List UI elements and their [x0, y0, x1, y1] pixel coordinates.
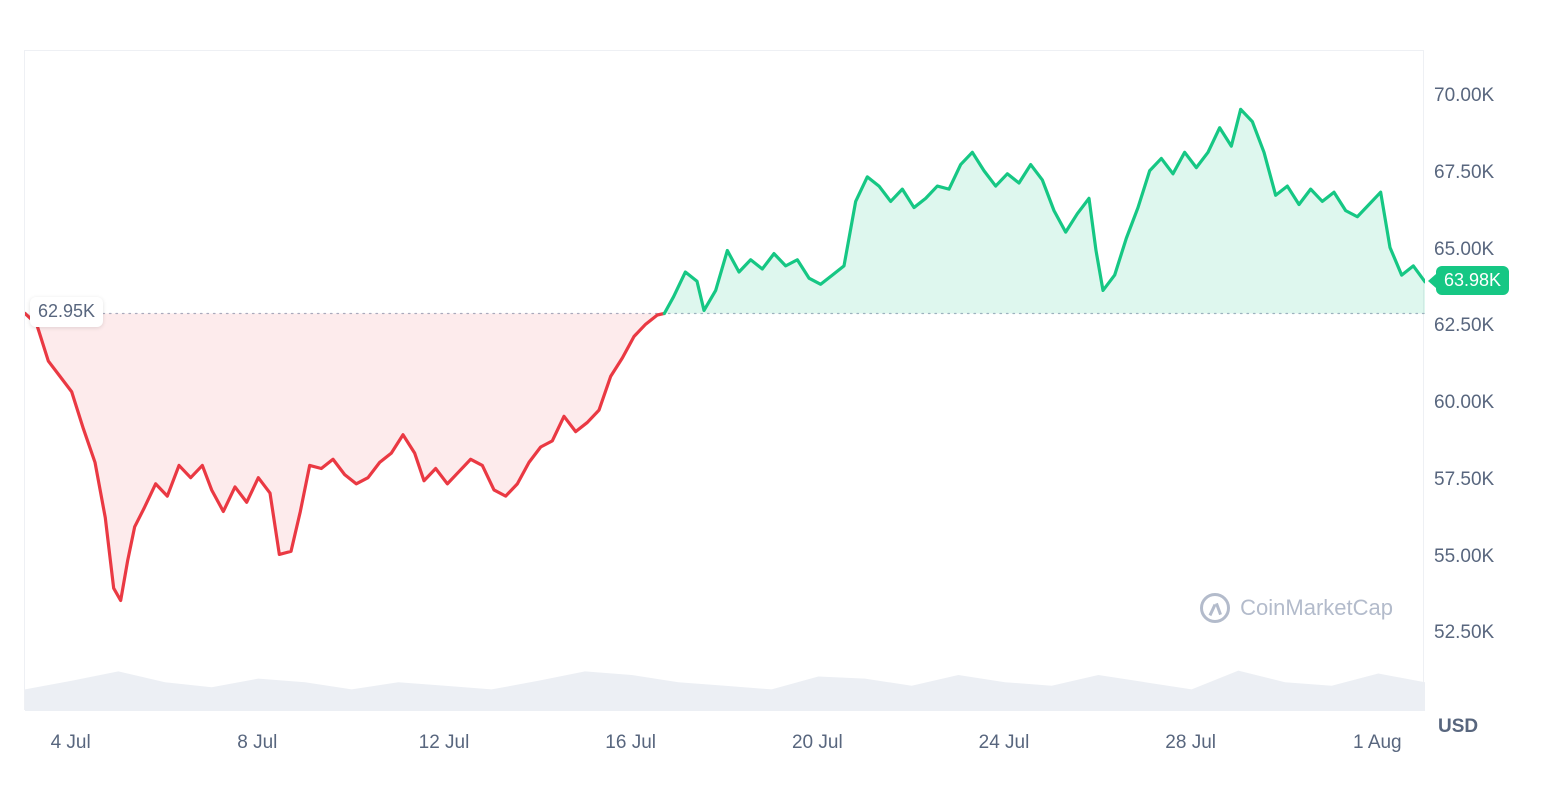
x-tick-label: 16 Jul: [605, 732, 656, 754]
y-tick-label: 52.50K: [1434, 622, 1494, 644]
x-tick-label: 28 Jul: [1165, 732, 1216, 754]
y-tick-label: 60.00K: [1434, 392, 1494, 414]
price-chart[interactable]: CoinMarketCap: [24, 50, 1424, 710]
y-tick-label: 67.50K: [1434, 162, 1494, 184]
start-price-value: 62.95K: [38, 301, 95, 321]
y-tick-label: 55.00K: [1434, 546, 1494, 568]
current-price-badge: 63.98K: [1436, 266, 1509, 296]
watermark: CoinMarketCap: [1200, 593, 1393, 623]
x-axis-ticks: 4 Jul 8 Jul 12 Jul 16 Jul 20 Jul 24 Jul 28 Jul…: [24, 720, 1424, 760]
watermark-text: CoinMarketCap: [1240, 595, 1393, 621]
x-tick-label: 4 Jul: [51, 732, 91, 754]
currency-label: USD: [1438, 716, 1478, 738]
x-tick-label: 24 Jul: [979, 732, 1030, 754]
coinmarketcap-icon: [1200, 593, 1230, 623]
x-tick-label: 20 Jul: [792, 732, 843, 754]
y-tick-label: 65.00K: [1434, 239, 1494, 261]
start-price-badge: 62.95K: [30, 297, 103, 327]
current-price-value: 63.98K: [1444, 270, 1501, 290]
y-axis-ticks: 52.50K 55.00K 57.50K 60.00K 62.50K 65.00K 67.5…: [1434, 50, 1554, 710]
x-tick-label: 12 Jul: [419, 732, 470, 754]
y-tick-label: 70.00K: [1434, 85, 1494, 107]
y-tick-label: 57.50K: [1434, 469, 1494, 491]
x-tick-label: 8 Jul: [237, 732, 277, 754]
x-tick-label: 1 Aug: [1353, 732, 1402, 754]
y-tick-label: 62.50K: [1434, 315, 1494, 337]
